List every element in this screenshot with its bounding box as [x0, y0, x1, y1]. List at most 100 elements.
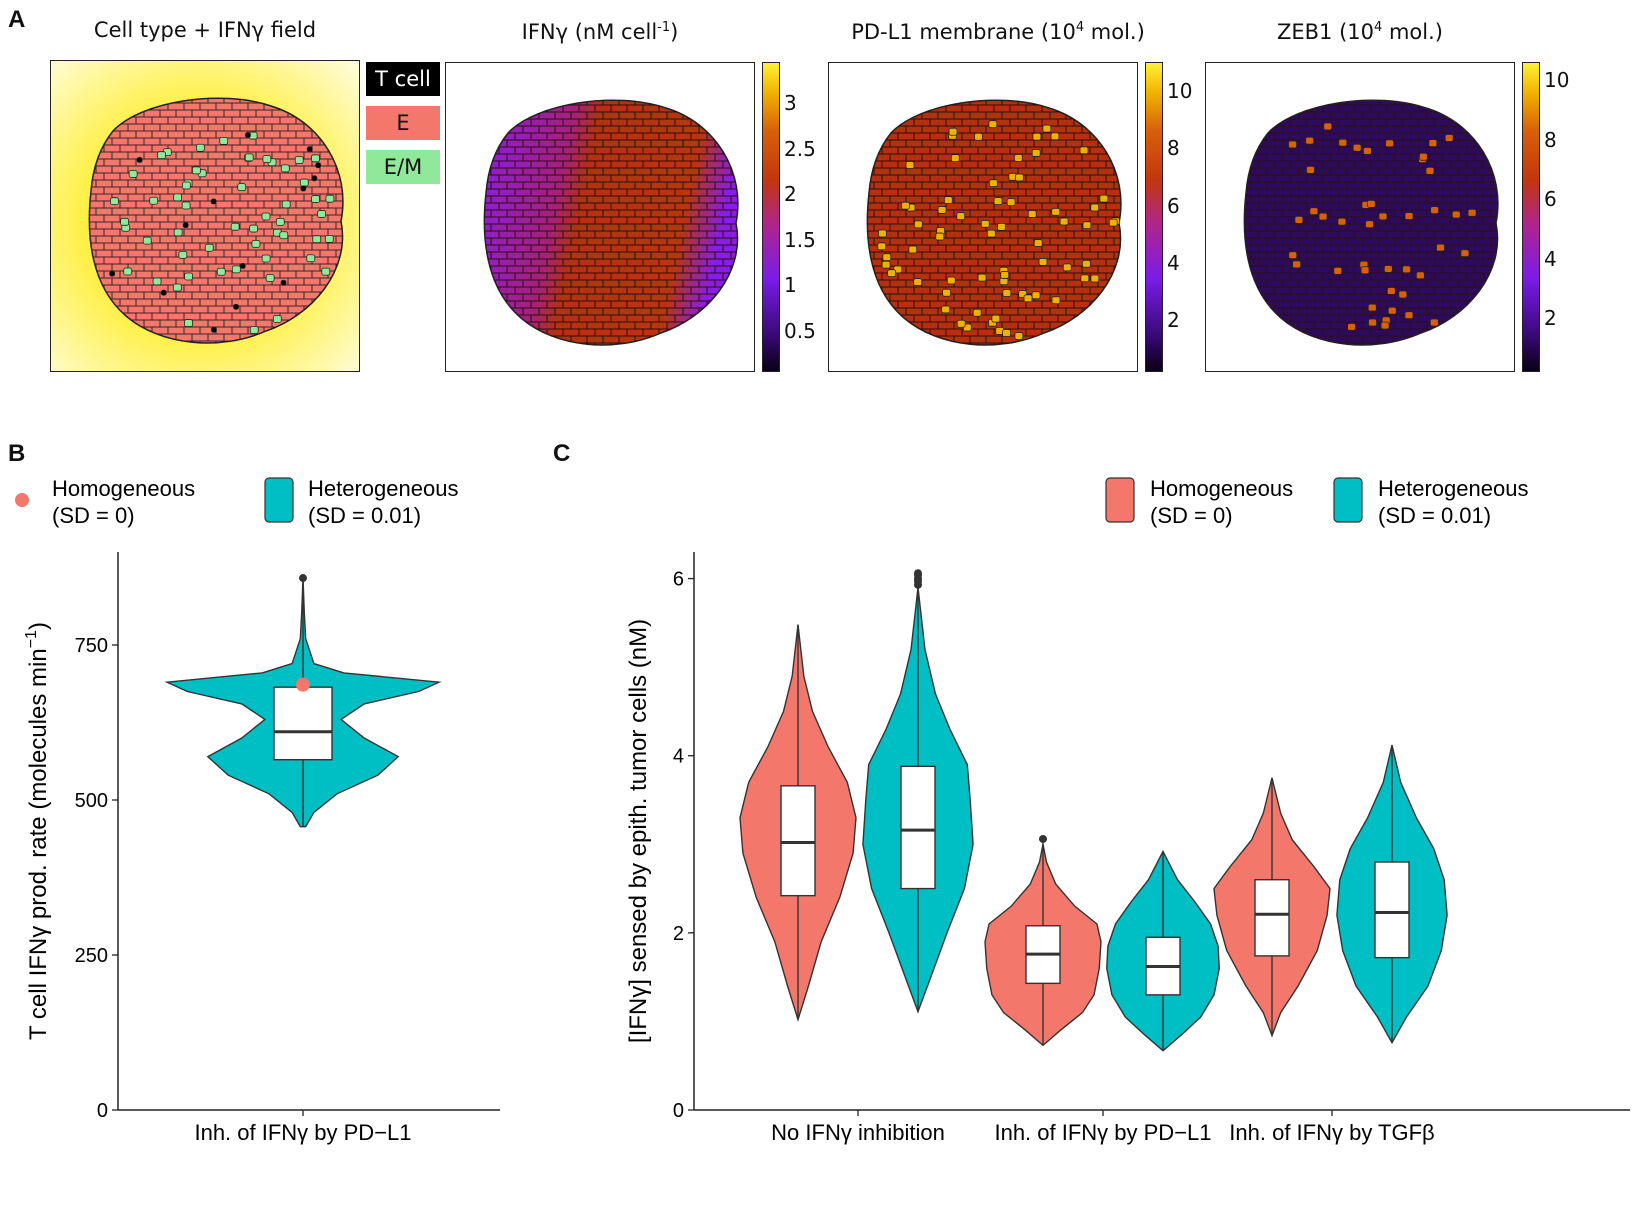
- t-cell: [160, 289, 167, 296]
- em-cell: [321, 267, 331, 276]
- zeb1-high-cell: [1429, 318, 1439, 327]
- pdl1-high-cell: [1081, 259, 1091, 268]
- em-cell: [184, 272, 193, 281]
- em-cell: [275, 217, 285, 226]
- colorbar-tick: 1: [784, 273, 797, 298]
- zeb1-map: [1205, 62, 1515, 372]
- pdl1-high-cell: [997, 222, 1006, 231]
- em-cell: [128, 170, 138, 178]
- pdl1-high-cell: [1014, 332, 1024, 340]
- map-title-cell-type: Cell type + IFNγ field: [93, 18, 317, 42]
- em-cell: [237, 183, 247, 192]
- zeb1-high-cell: [1444, 134, 1454, 142]
- pdl1-map: [828, 62, 1138, 372]
- pdl1-high-cell: [943, 196, 953, 204]
- em-cell: [265, 274, 275, 282]
- y-tick-label: 500: [75, 790, 108, 812]
- em-cell: [280, 164, 290, 173]
- zeb1-high-cell: [1451, 210, 1461, 219]
- pdl1-high-cell: [1051, 296, 1061, 305]
- em-cell: [249, 326, 259, 334]
- pdl1-tumor: [866, 99, 1122, 346]
- pdl1-high-cell: [950, 154, 960, 162]
- map-title-ifng: IFNγ (nM cell-1): [521, 20, 679, 44]
- pdl1-high-cell: [913, 278, 923, 286]
- zeb1-high-cell: [1387, 306, 1397, 315]
- pdl1-high-cell: [1000, 271, 1010, 279]
- t-cell: [210, 198, 217, 205]
- colorbar-tick: 1.5: [784, 227, 816, 252]
- legend-heterogeneous-label: Heterogeneous: [308, 476, 458, 501]
- zeb1-high-cell: [1365, 220, 1374, 229]
- legend-homogeneous-label: Homogeneous: [1150, 476, 1293, 501]
- em-cell: [272, 315, 282, 323]
- em-cell: [178, 250, 188, 259]
- pdl1-high-cell: [881, 260, 891, 269]
- zeb1-high-cell: [1288, 251, 1298, 260]
- pdl1-high-cell: [980, 219, 990, 228]
- colorbar-tick: 2.5: [784, 136, 816, 161]
- em-cell: [181, 201, 191, 210]
- em-cell: [142, 236, 152, 245]
- legend-t-cell: T cell: [366, 62, 440, 96]
- ifng-colorbar: [762, 62, 780, 372]
- heterogeneous-0-outlier: [914, 569, 922, 578]
- colorbar-tick: 10: [1544, 67, 1570, 92]
- legend-e-cell: E: [366, 106, 440, 140]
- zeb1-high-cell: [1430, 206, 1440, 214]
- zeb1-high-cell: [1306, 165, 1315, 174]
- pdl1-high-cell: [1033, 239, 1043, 247]
- zeb1-high-cell: [1467, 208, 1477, 217]
- legend-heterogeneous-key: [264, 477, 294, 523]
- pdl1-high-cell: [941, 305, 951, 314]
- zeb1-high-cell: [1367, 303, 1377, 312]
- zeb1-high-cell: [1323, 122, 1333, 131]
- x-tick-label: Inh. of IFNγ by PD−L1: [194, 1120, 411, 1145]
- y-tick-label: 4: [673, 746, 684, 768]
- pdl1-high-cell: [1013, 154, 1023, 162]
- em-cell: [311, 195, 320, 203]
- zeb1-high-cell: [1380, 321, 1390, 330]
- zeb1-tumor: [1243, 99, 1499, 346]
- pdl1-high-cell: [991, 314, 1001, 323]
- pdl1-high-cell: [1031, 291, 1041, 300]
- pdl1-high-cell: [901, 201, 910, 210]
- t-cell: [239, 263, 246, 269]
- pdl1-high-cell: [887, 269, 897, 278]
- panel-label-a: A: [8, 6, 26, 33]
- zeb1-high-cell: [1404, 212, 1414, 220]
- pdl1-high-cell: [908, 245, 918, 254]
- pdl1-high-cell: [1014, 173, 1024, 182]
- colorbar-tick: 10: [1167, 78, 1193, 103]
- pdl1-high-cell: [1006, 198, 1016, 207]
- em-cell: [294, 156, 304, 164]
- zeb1-high-cell: [1383, 265, 1393, 273]
- pdl1-high-cell: [993, 197, 1003, 206]
- em-cell: [123, 267, 133, 276]
- zeb1-high-cell: [1368, 318, 1377, 327]
- pdl1-high-cell: [1051, 207, 1061, 216]
- chart-c: Homogeneous (SD = 0) Heterogeneous (SD = …: [625, 476, 1630, 1145]
- t-cell: [311, 175, 318, 182]
- colorbar-tick: 2: [1167, 308, 1180, 333]
- pdl1-high-cell: [1038, 258, 1048, 266]
- zeb1-high-cell: [1386, 287, 1396, 295]
- em-cell: [204, 243, 214, 252]
- em-cell: [219, 136, 229, 145]
- legend-homogeneous-sub: (SD = 0): [1150, 503, 1233, 528]
- em-cell: [306, 254, 316, 263]
- y-tick-label: 6: [673, 569, 684, 591]
- pdl1-high-cell: [1002, 289, 1012, 297]
- pdl1-high-cell: [913, 220, 923, 229]
- zeb1-high-cell: [1338, 138, 1348, 147]
- zeb1-high-cell: [1347, 323, 1356, 331]
- pdl1-high-cell: [972, 308, 982, 317]
- pdl1-high-cell: [1079, 146, 1089, 155]
- pdl1-high-cell: [1090, 203, 1100, 212]
- zeb1-high-cell: [1366, 199, 1376, 208]
- t-cell: [245, 132, 251, 138]
- t-cell: [182, 222, 189, 229]
- zeb1-high-cell: [1425, 166, 1435, 175]
- colorbar-tick: 4: [1544, 246, 1557, 271]
- pdl1-high-cell: [1080, 274, 1090, 283]
